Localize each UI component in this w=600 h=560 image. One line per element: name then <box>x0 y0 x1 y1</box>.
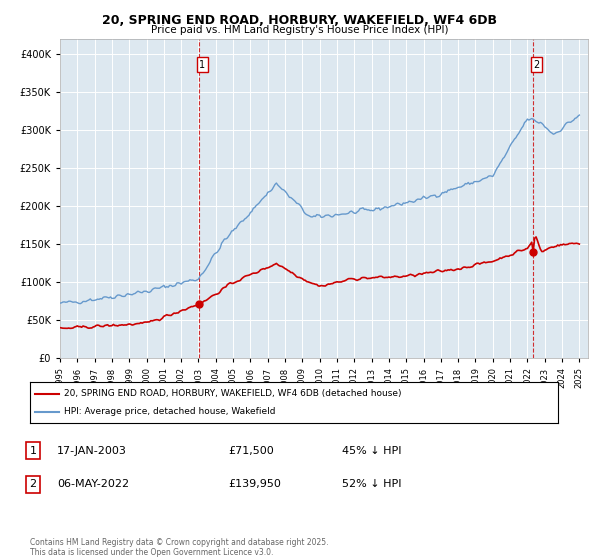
Text: HPI: Average price, detached house, Wakefield: HPI: Average price, detached house, Wake… <box>64 407 276 416</box>
Text: 2: 2 <box>29 479 37 489</box>
Text: £71,500: £71,500 <box>228 446 274 456</box>
Text: Price paid vs. HM Land Registry's House Price Index (HPI): Price paid vs. HM Land Registry's House … <box>151 25 449 35</box>
Text: 20, SPRING END ROAD, HORBURY, WAKEFIELD, WF4 6DB: 20, SPRING END ROAD, HORBURY, WAKEFIELD,… <box>103 14 497 27</box>
Text: 52% ↓ HPI: 52% ↓ HPI <box>342 479 401 489</box>
Text: £139,950: £139,950 <box>228 479 281 489</box>
Text: 1: 1 <box>29 446 37 456</box>
Text: 2: 2 <box>533 60 540 70</box>
Text: 45% ↓ HPI: 45% ↓ HPI <box>342 446 401 456</box>
Text: 1: 1 <box>199 60 205 70</box>
Text: 20, SPRING END ROAD, HORBURY, WAKEFIELD, WF4 6DB (detached house): 20, SPRING END ROAD, HORBURY, WAKEFIELD,… <box>64 389 402 398</box>
Text: 06-MAY-2022: 06-MAY-2022 <box>57 479 129 489</box>
Text: Contains HM Land Registry data © Crown copyright and database right 2025.
This d: Contains HM Land Registry data © Crown c… <box>30 538 329 557</box>
Text: 17-JAN-2003: 17-JAN-2003 <box>57 446 127 456</box>
